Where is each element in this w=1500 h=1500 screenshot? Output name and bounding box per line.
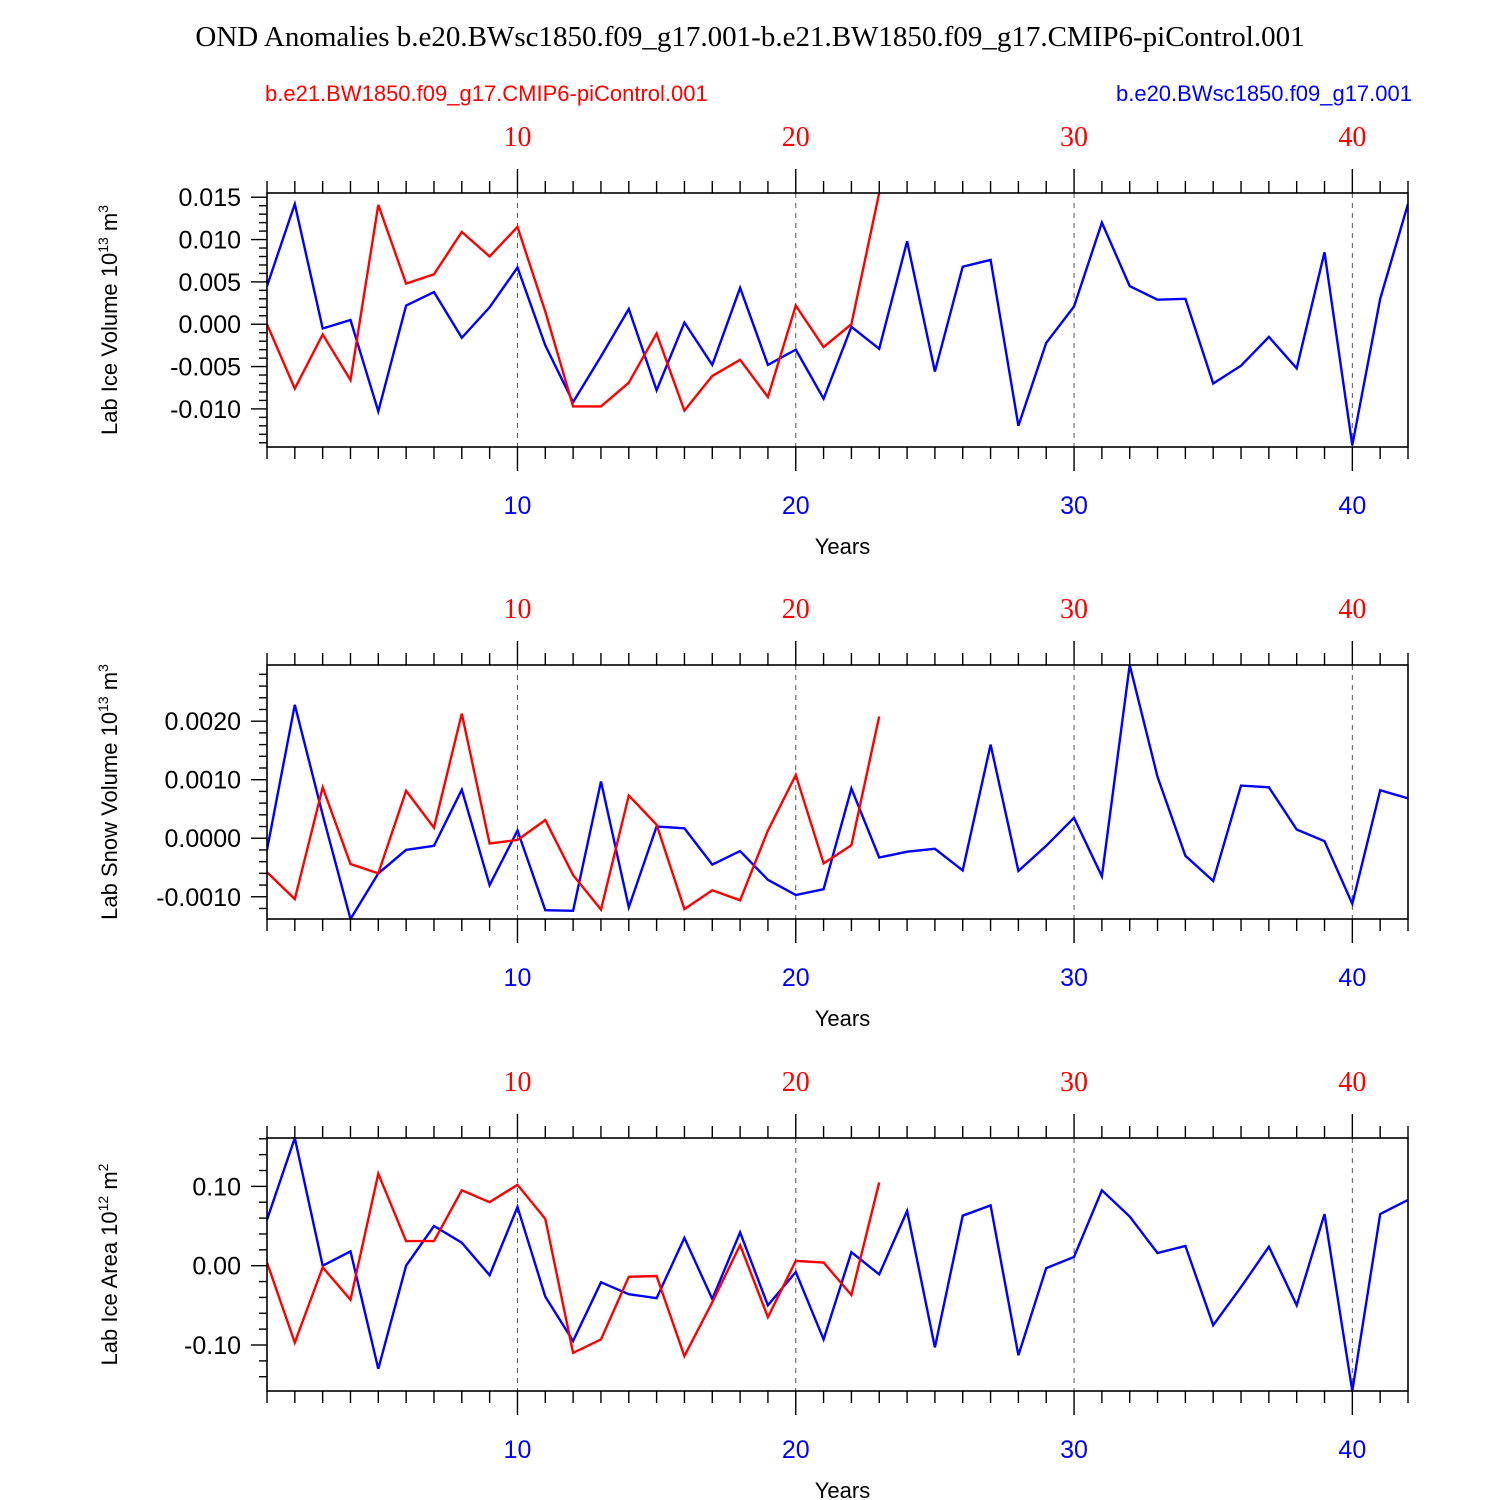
x-tick-label-top: 40: [1338, 1067, 1366, 1098]
series-line-blue: [267, 665, 1408, 919]
y-tick-label: -0.10: [184, 1332, 241, 1360]
y-tick-label: 0.10: [192, 1173, 241, 1201]
x-tick-label-top: 40: [1338, 122, 1366, 153]
x-tick-label-top: 30: [1060, 594, 1088, 625]
legend-red-label: b.e21.BW1850.f09_g17.CMIP6-piControl.001: [265, 81, 708, 106]
series-line-red: [267, 193, 881, 414]
plot-frame: [266, 664, 1409, 920]
y-tick-label: 0.005: [178, 269, 241, 297]
x-tick-label-top: 40: [1338, 594, 1366, 625]
plot-frame: [266, 192, 1409, 448]
x-tick-label-top: 10: [503, 594, 531, 625]
x-axis-label: Years: [815, 1478, 870, 1500]
y-tick-label: 0.015: [178, 184, 241, 212]
chart-panel-3: 0.10 0.00 -0.10 10 10 20 20 30 30 40 40 Years Lab Ic…: [95, 1067, 1409, 1500]
y-tick-label: 0.0010: [165, 767, 241, 795]
legend-blue-label: b.e20.BWsc1850.f09_g17.001: [1116, 81, 1412, 106]
x-tick-label-bottom: 40: [1338, 1436, 1366, 1464]
x-tick-label-bottom: 10: [504, 964, 532, 992]
y-tick-label: 0.0020: [165, 708, 241, 736]
x-tick-label-top: 30: [1060, 1067, 1088, 1098]
x-tick-label-bottom: 30: [1060, 964, 1088, 992]
y-axis-label: Lab Snow Volume 1013 m3: [95, 664, 122, 920]
figure-title: OND Anomalies b.e20.BWsc1850.f09_g17.001…: [195, 21, 1304, 53]
x-tick-label-bottom: 40: [1338, 964, 1366, 992]
y-tick-label: -0.005: [170, 354, 241, 382]
x-tick-label-top: 20: [782, 594, 810, 625]
x-tick-label-bottom: 20: [782, 492, 810, 520]
y-axis-label: Lab Ice Volume 1013 m3: [95, 205, 122, 435]
chart-panel-1: 0.015 0.010 0.005 0.000 -0.005 -0.010 10 10 20 20…: [95, 122, 1409, 559]
x-tick-label-top: 10: [503, 1067, 531, 1098]
series-line-red: [267, 1169, 881, 1360]
y-tick-label: 0.0000: [165, 825, 241, 853]
x-tick-label-bottom: 10: [504, 492, 532, 520]
x-tick-label-bottom: 30: [1060, 1436, 1088, 1464]
x-tick-label-bottom: 20: [782, 1436, 810, 1464]
y-tick-label: -0.010: [170, 396, 241, 424]
series-line-red: [267, 713, 881, 913]
y-tick-label: 0.000: [178, 311, 241, 339]
y-tick-label: -0.0010: [156, 884, 241, 912]
y-tick-label: 0.010: [178, 227, 241, 255]
plot-frame: [266, 1137, 1409, 1392]
x-tick-label-bottom: 10: [504, 1436, 532, 1464]
y-tick-label: 0.00: [192, 1253, 241, 1281]
y-axis-label: Lab Ice Area 1012 m2: [95, 1163, 122, 1365]
series-line-blue: [267, 199, 1408, 446]
chart-panels: 0.015 0.010 0.005 0.000 -0.005 -0.010 10 10 20 20…: [95, 122, 1409, 1500]
x-tick-label-bottom: 20: [782, 964, 810, 992]
x-axis-label: Years: [815, 1006, 870, 1031]
series-line-blue: [267, 1138, 1408, 1391]
x-tick-label-bottom: 40: [1338, 492, 1366, 520]
chart-panel-2: 0.0020 0.0010 0.0000 -0.0010 10 10 20 20 30 30 40 4…: [95, 594, 1409, 1031]
x-tick-label-bottom: 30: [1060, 492, 1088, 520]
x-tick-label-top: 30: [1060, 122, 1088, 153]
x-tick-label-top: 20: [782, 1067, 810, 1098]
x-axis-label: Years: [815, 534, 870, 559]
x-tick-label-top: 20: [782, 122, 810, 153]
x-tick-label-top: 10: [503, 122, 531, 153]
